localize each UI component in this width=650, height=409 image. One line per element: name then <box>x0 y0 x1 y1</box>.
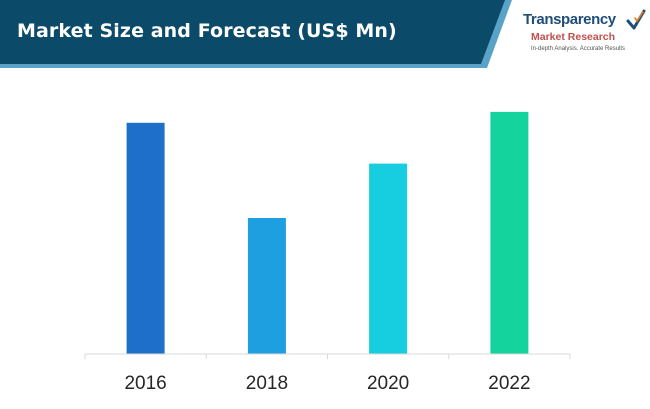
x-tick-label-2016: 2016 <box>124 373 166 394</box>
x-tick-label-2020: 2020 <box>367 373 409 394</box>
x-tick-label-2022: 2022 <box>488 373 530 394</box>
header-band-fill <box>0 0 505 64</box>
bar-2022 <box>490 111 529 355</box>
checkmark-icon <box>626 9 646 30</box>
header-band <box>0 0 512 68</box>
chart-title: Market Size and Forecast (US$ Mn) <box>17 20 397 42</box>
x-tick-label-2018: 2018 <box>246 373 288 394</box>
logo-tagline: In-depth Analysis. Accurate Results <box>531 46 626 52</box>
bar-group <box>126 111 529 355</box>
logo-subname: Market Research <box>531 31 616 43</box>
header-bar: Market Size and Forecast (US$ Mn) Transp… <box>0 0 650 68</box>
company-logo: Transparency Market Research In-depth An… <box>520 9 648 61</box>
bar-2020 <box>369 163 408 354</box>
bar-2016 <box>126 122 165 354</box>
bar-2018 <box>247 218 286 354</box>
logo-name: Transparency <box>523 11 616 28</box>
x-ticks: 2016 2018 2020 2022 <box>84 354 571 394</box>
